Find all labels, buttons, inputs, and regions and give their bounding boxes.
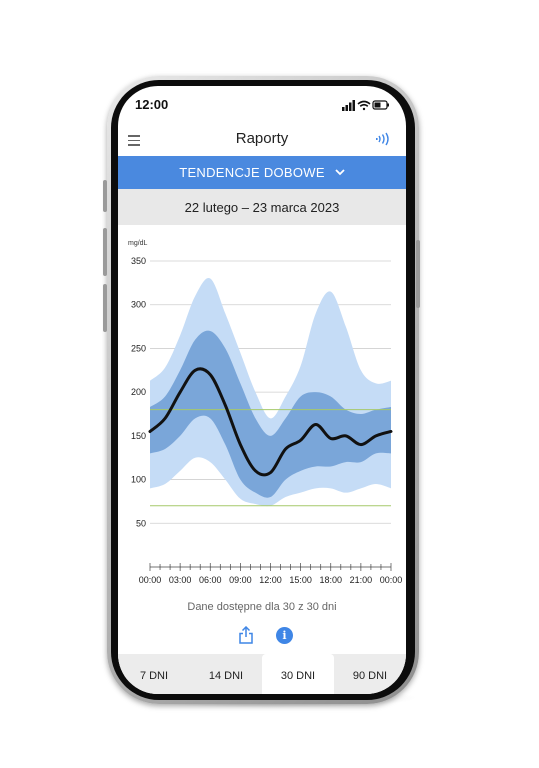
data-availability-text: Dane dostępne dla 30 z 30 dni [187,601,337,613]
phone-side-button [103,228,107,276]
chevron-down-icon [335,169,345,176]
x-tick-label: 00:00 [139,575,162,585]
report-type-selector[interactable]: TENDENCJE DOBOWE [118,156,406,189]
wifi-icon [357,100,371,111]
x-tick-label: 06:00 [199,575,222,585]
x-tick-label: 03:00 [169,575,192,585]
signal-icon [342,100,355,111]
y-tick-label: 300 [131,300,146,310]
date-range-bar: 22 lutego – 23 marca 2023 [118,189,406,225]
tab-30-days[interactable]: 30 DNI [262,654,334,694]
app-header: Raporty [118,122,406,156]
x-tick-label: 12:00 [259,575,282,585]
y-axis-label: mg/dL [128,240,148,247]
x-tick-label: 15:00 [289,575,312,585]
phone-side-button [416,240,420,308]
status-time: 12:00 [135,97,169,112]
daily-patterns-chart: mg/dL 350 300 250 200 150 100 50 00:00 03:00 06:… [128,240,403,585]
x-tick-label: 21:00 [350,575,373,585]
y-tick-label: 50 [136,518,146,528]
x-axis: 00:00 03:00 06:00 09:00 12:00 15:00 18:00 21:00… [139,563,403,585]
x-tick-label: 09:00 [229,575,252,585]
y-tick-label: 250 [131,343,146,353]
date-range: 22 lutego – 23 marca 2023 [184,200,340,215]
report-type-label: TENDENCJE DOBOWE [179,165,325,180]
x-tick-label: 00:00 [380,575,403,585]
status-icons [342,98,390,111]
y-tick-label: 350 [131,256,146,266]
menu-icon[interactable] [128,135,140,149]
target-range-lines [150,409,391,507]
period-tabs: 7 DNI 14 DNI 30 DNI 90 DNI [118,654,406,694]
app-screen: 12:00 [118,86,406,694]
battery-icon [372,100,389,110]
y-tick-label: 150 [131,431,146,441]
tab-7-days[interactable]: 7 DNI [139,670,169,682]
tab-90-days[interactable]: 90 DNI [352,670,388,682]
x-tick-label: 18:00 [319,575,342,585]
tab-14-days[interactable]: 14 DNI [208,670,244,682]
phone-side-button [103,180,107,212]
y-tick-label: 200 [131,387,146,397]
phone-side-button [103,284,107,332]
inner-percentile-band [150,330,391,498]
nfc-scan-icon[interactable] [376,132,392,146]
y-tick-label: 100 [131,475,146,485]
status-bar: 12:00 [118,86,406,122]
info-icon[interactable]: i [276,627,293,644]
page-title: Raporty [235,130,289,147]
median-line [148,367,393,477]
share-icon[interactable] [239,626,253,644]
